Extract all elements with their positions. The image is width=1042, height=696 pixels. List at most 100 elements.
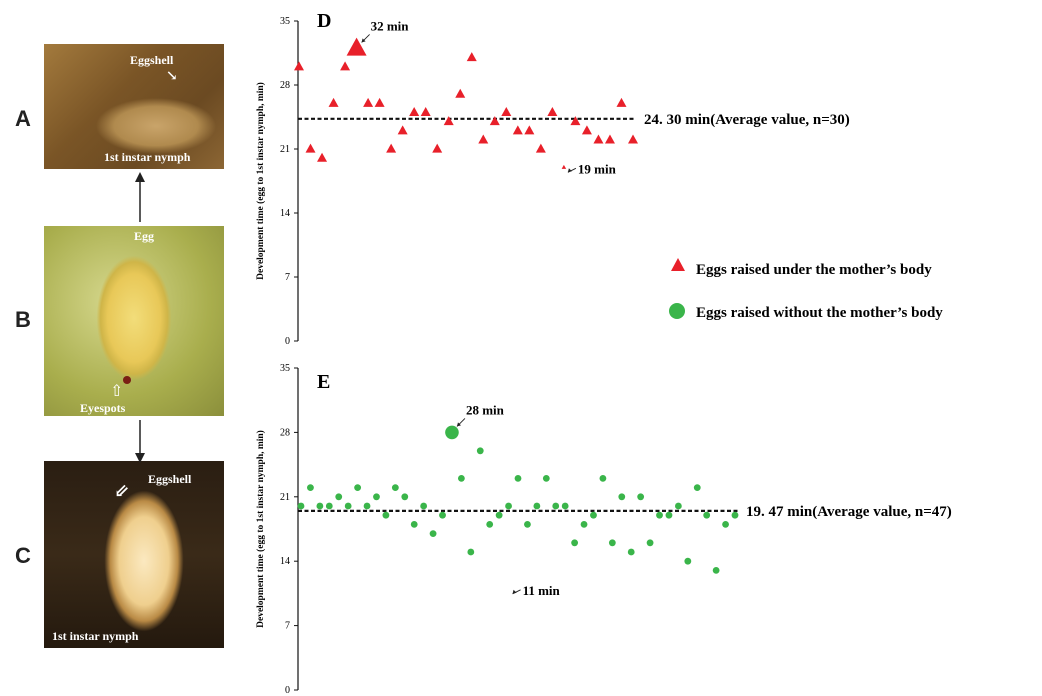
data-point — [409, 107, 420, 117]
data-point — [599, 475, 607, 482]
data-point — [505, 502, 512, 510]
caption-eyespots: Eyespots — [80, 401, 126, 415]
data-point — [731, 511, 739, 519]
data-point — [344, 502, 352, 510]
data-point — [297, 502, 305, 510]
data-point — [616, 97, 627, 107]
chart-panel-d: D 0 7 14 21 28 35 Development time (egg to 1st … — [255, 10, 850, 347]
data-point — [495, 511, 503, 519]
data-point — [429, 530, 437, 537]
data-point — [486, 521, 494, 528]
data-point — [443, 116, 454, 126]
data-point — [665, 511, 673, 519]
legend-label-mother: Eggs raised under the mother’s body — [696, 262, 932, 278]
data-point — [561, 164, 567, 169]
data-point — [391, 484, 399, 491]
data-point — [571, 539, 579, 547]
data-point — [307, 484, 314, 491]
data-point — [363, 502, 371, 510]
annotation-label: 19 min — [578, 161, 617, 176]
data-point — [420, 107, 431, 117]
data-point — [547, 107, 558, 117]
data-point — [674, 502, 682, 510]
data-point — [445, 425, 459, 440]
chart-panel-letter: E — [317, 371, 330, 393]
caption-egg: Egg — [134, 229, 155, 243]
data-point — [382, 511, 390, 519]
data-point — [618, 493, 626, 501]
chart-panel-e: E 0 7 14 21 28 35 Development time (egg to 1st … — [255, 363, 952, 696]
data-point — [401, 493, 409, 501]
data-point — [397, 125, 408, 135]
data-point — [535, 143, 546, 153]
data-point — [363, 97, 374, 107]
data-point — [354, 484, 362, 491]
chart-panel-letter: D — [317, 10, 331, 32]
data-point — [386, 143, 397, 153]
annotation-label: 11 min — [523, 583, 561, 598]
data-point — [684, 557, 692, 565]
data-point — [467, 548, 475, 556]
y-tick-label: 0 — [285, 336, 290, 347]
data-point — [373, 493, 380, 501]
data-point — [335, 493, 343, 501]
data-point — [325, 502, 333, 510]
data-point — [581, 125, 592, 135]
data-point — [693, 484, 701, 491]
data-point — [570, 116, 581, 126]
annotation-label: 28 min — [466, 402, 505, 417]
data-point — [533, 502, 541, 510]
data-point — [501, 107, 512, 117]
y-tick-label: 21 — [280, 144, 290, 155]
data-point — [524, 521, 531, 528]
data-point — [593, 134, 604, 144]
data-point — [294, 61, 304, 71]
data-point — [604, 134, 615, 144]
data-point — [637, 493, 645, 501]
data-point — [420, 502, 428, 510]
data-point — [476, 447, 484, 455]
y-tick-label: 0 — [285, 685, 290, 696]
data-point — [328, 97, 339, 107]
data-point — [703, 511, 711, 519]
y-tick-label: 7 — [285, 272, 290, 283]
legend: Eggs raised under the mother’s body Eggs… — [669, 258, 943, 321]
y-tick-label: 35 — [280, 16, 290, 27]
data-point — [466, 52, 477, 62]
annotation-arrowhead — [512, 589, 517, 594]
data-point — [627, 548, 635, 556]
data-point — [305, 143, 316, 153]
data-point — [455, 88, 466, 98]
data-point — [432, 143, 443, 153]
photo-b-egg: Egg ⇧ Eyespots — [44, 226, 224, 416]
data-point — [656, 511, 663, 519]
average-label: 24. 30 min(Average value, n=30) — [644, 112, 850, 128]
data-point — [489, 116, 500, 126]
y-tick-label: 21 — [280, 492, 290, 503]
data-point — [524, 125, 535, 135]
connector-arrows — [135, 172, 145, 463]
arrow-icon: ⇧ — [110, 383, 124, 400]
caption-eggshell-a: Eggshell — [130, 53, 174, 67]
average-label: 19. 47 min(Average value, n=47) — [746, 504, 952, 520]
y-tick-label: 7 — [285, 621, 290, 632]
data-point — [608, 539, 616, 547]
y-tick-label: 28 — [280, 427, 290, 438]
panel-letter-a: A — [15, 106, 31, 131]
legend-circle-icon — [669, 303, 685, 319]
photo-a-first-instar: Eggshell ↘ 1st instar nymph — [44, 44, 224, 169]
data-point — [457, 475, 465, 482]
arrow-icon: ↘ — [166, 69, 178, 84]
data-point — [512, 125, 523, 135]
caption-eggshell-c: Eggshell — [148, 472, 192, 486]
legend-label-without: Eggs raised without the mother’s body — [696, 305, 943, 321]
data-point — [590, 511, 597, 519]
annotation-arrowhead — [361, 38, 366, 43]
y-tick-label: 28 — [280, 80, 290, 91]
data-point — [561, 502, 569, 510]
data-point — [646, 539, 654, 547]
y-axis-label: Development time (egg to 1st instar nymp… — [255, 82, 266, 280]
data-point — [410, 521, 418, 528]
data-point — [514, 475, 522, 482]
